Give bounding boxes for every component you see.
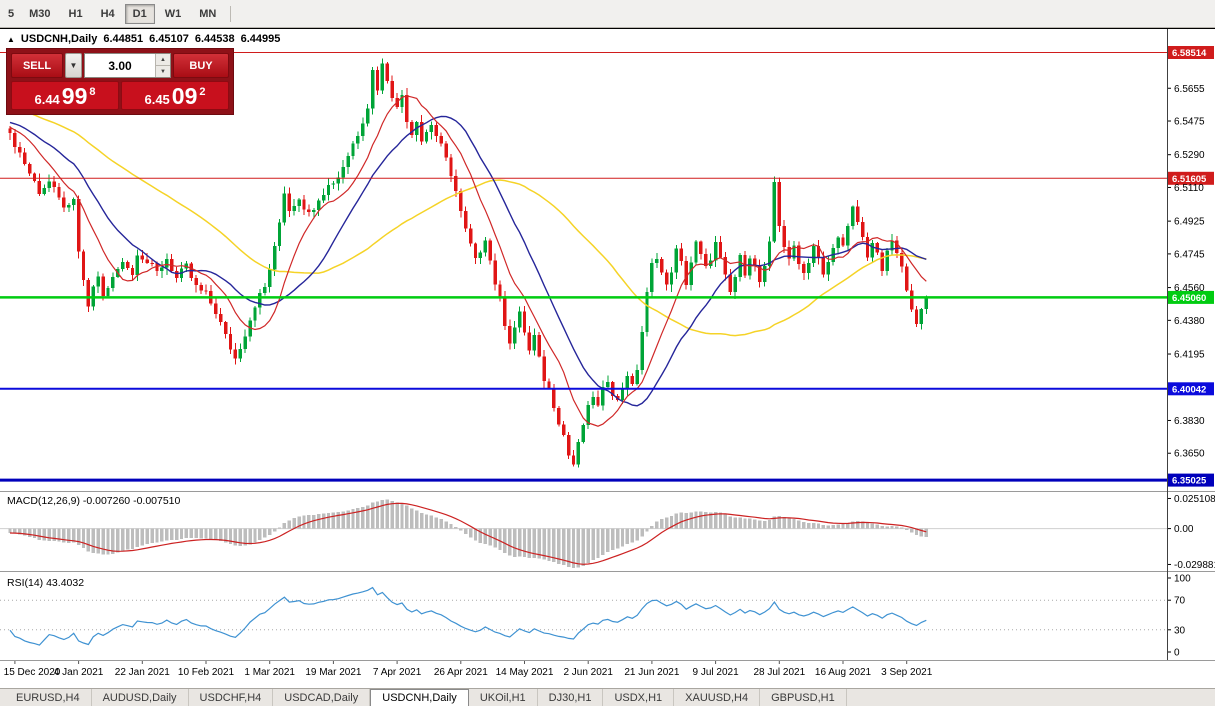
svg-text:6.4745: 6.4745 (1174, 249, 1205, 260)
svg-text:0: 0 (1174, 648, 1180, 659)
chart-tab-dj30-h1[interactable]: DJ30,H1 (538, 689, 604, 706)
sell-price-big: 6.44 (34, 92, 60, 107)
sell-button[interactable]: SELL (11, 53, 63, 78)
volume-dropdown-button[interactable]: ▼ (65, 53, 82, 78)
chart-tabs-bar: EURUSD,H4 AUDUSD,Daily USDCHF,H4 USDCAD,Dai… (0, 688, 1215, 706)
chart-tab-ukoil-h1[interactable]: UKOil,H1 (469, 689, 538, 706)
chart-tab-usdcad-daily[interactable]: USDCAD,Daily (273, 689, 371, 706)
timeframe-button-m30[interactable]: M30 (21, 4, 58, 24)
volume-field[interactable]: 3.00 ▲ ▼ (84, 53, 171, 78)
timeframe-button-d1[interactable]: D1 (124, 3, 155, 24)
trade-panel-price-row: 6.44 99 8 6.45 09 2 (11, 81, 229, 110)
chart-tab-audusd-daily[interactable]: AUDUSD,Daily (92, 689, 189, 706)
timeframe-toolbar: 5 M30 H1 H4 D1 W1 MN (0, 0, 1215, 28)
toolbar-separator (230, 5, 232, 22)
price-level-badge (1168, 171, 1214, 185)
svg-text:22 Jan 2021: 22 Jan 2021 (115, 667, 170, 678)
svg-text:14 May 2021: 14 May 2021 (496, 667, 554, 678)
svg-text:2 Jun 2021: 2 Jun 2021 (563, 667, 613, 678)
macd-signal-line (9, 502, 927, 565)
svg-text:6.45060: 6.45060 (1172, 293, 1206, 304)
svg-text:30: 30 (1174, 625, 1186, 636)
sell-price-point: 8 (89, 86, 96, 98)
buy-price-button[interactable]: 6.45 09 2 (121, 81, 229, 110)
svg-text:4 Jan 2021: 4 Jan 2021 (54, 667, 104, 678)
chart-canvas[interactable]: 6.58514 6.51605 6.45060 6.40042 6.35025 6.565… (0, 28, 1215, 688)
svg-text:6.4925: 6.4925 (1174, 217, 1205, 228)
timeframe-button-w1[interactable]: W1 (157, 4, 190, 24)
svg-text:-0.029881: -0.029881 (1174, 560, 1215, 571)
svg-text:6.3650: 6.3650 (1174, 449, 1205, 460)
svg-text:6.5110: 6.5110 (1174, 183, 1204, 194)
candlesticks (8, 58, 928, 468)
one-click-trading-panel: SELL ▼ 3.00 ▲ ▼ BUY 6.44 99 8 6.45 09 (6, 48, 234, 115)
chart-area: 6.58514 6.51605 6.45060 6.40042 6.35025 6.565… (0, 28, 1215, 688)
sell-price-button[interactable]: 6.44 99 8 (11, 81, 119, 110)
price-level-badge (1168, 473, 1214, 487)
svg-text:100: 100 (1174, 574, 1191, 585)
svg-text:6.40042: 6.40042 (1172, 384, 1206, 395)
sell-price-pips: 99 (61, 83, 88, 109)
macd-panel: 0.025108 0.00 -0.029881 (0, 494, 1215, 571)
ma-fast-line (9, 95, 927, 427)
svg-text:6.4560: 6.4560 (1174, 283, 1205, 294)
svg-text:16 Aug 2021: 16 Aug 2021 (815, 667, 872, 678)
svg-text:0.00: 0.00 (1174, 524, 1194, 535)
price-level-badge (1168, 382, 1214, 396)
svg-text:7 Apr 2021: 7 Apr 2021 (373, 667, 422, 678)
svg-text:10 Feb 2021: 10 Feb 2021 (178, 667, 235, 678)
svg-text:15 Dec 2020: 15 Dec 2020 (4, 667, 61, 678)
svg-text:6.4380: 6.4380 (1174, 316, 1205, 327)
price-axis: 6.5655 6.5475 6.5290 6.5110 6.4925 6.4745 6.45… (1167, 84, 1205, 460)
chart-tab-xauusd-h4[interactable]: XAUUSD,H4 (674, 689, 761, 706)
svg-text:28 Jul 2021: 28 Jul 2021 (753, 667, 805, 678)
timeframe-button-h4[interactable]: H4 (93, 4, 123, 24)
svg-text:6.5475: 6.5475 (1174, 117, 1205, 128)
timeframe-button-mn[interactable]: MN (191, 4, 224, 24)
chart-tab-usdcnh-daily[interactable]: USDCNH,Daily (370, 689, 469, 706)
svg-text:6.35025: 6.35025 (1172, 476, 1207, 487)
svg-text:6.51605: 6.51605 (1172, 174, 1207, 185)
rsi-line (9, 586, 927, 646)
buy-price-big: 6.45 (144, 92, 170, 107)
timeframe-button-5[interactable]: 5 (3, 4, 19, 24)
svg-text:6.58514: 6.58514 (1172, 48, 1207, 59)
chart-tab-eurusd-h4[interactable]: EURUSD,H4 (5, 689, 92, 706)
price-level-badge (1168, 290, 1214, 304)
svg-text:3 Sep 2021: 3 Sep 2021 (881, 667, 933, 678)
svg-text:26 Apr 2021: 26 Apr 2021 (434, 667, 488, 678)
svg-text:9 Jul 2021: 9 Jul 2021 (693, 667, 740, 678)
svg-text:6.4195: 6.4195 (1174, 350, 1205, 361)
timeframe-button-h1[interactable]: H1 (61, 4, 91, 24)
price-level-badge (1168, 46, 1214, 59)
buy-button[interactable]: BUY (173, 53, 229, 78)
svg-text:6.5290: 6.5290 (1174, 150, 1205, 161)
trade-panel-top-row: SELL ▼ 3.00 ▲ ▼ BUY (11, 53, 229, 78)
chevron-down-icon: ▼ (69, 61, 78, 70)
svg-text:70: 70 (1174, 596, 1186, 607)
rsi-panel: 100 70 30 0 (0, 574, 1191, 659)
svg-text:6.3830: 6.3830 (1174, 416, 1205, 427)
buy-price-point: 2 (199, 86, 206, 98)
chart-tab-usdx-h1[interactable]: USDX,H1 (603, 689, 675, 706)
svg-text:1 Mar 2021: 1 Mar 2021 (244, 667, 295, 678)
svg-text:19 Mar 2021: 19 Mar 2021 (305, 667, 362, 678)
spinner-up-icon[interactable]: ▲ (156, 54, 170, 66)
svg-text:6.5655: 6.5655 (1174, 84, 1205, 95)
spinner-down-icon[interactable]: ▼ (156, 66, 170, 77)
chart-tab-usdchf-h4[interactable]: USDCHF,H4 (189, 689, 274, 706)
svg-text:21 Jun 2021: 21 Jun 2021 (624, 667, 679, 678)
collapse-trade-panel-icon[interactable]: ▲ (7, 34, 15, 44)
chart-tab-gbpusd-h1[interactable]: GBPUSD,H1 (760, 689, 847, 706)
svg-text:0.025108: 0.025108 (1174, 494, 1215, 505)
volume-spinner[interactable]: ▲ ▼ (155, 54, 170, 77)
volume-value: 3.00 (108, 58, 132, 73)
buy-price-pips: 09 (171, 83, 198, 109)
ma-slow-line (9, 106, 927, 337)
